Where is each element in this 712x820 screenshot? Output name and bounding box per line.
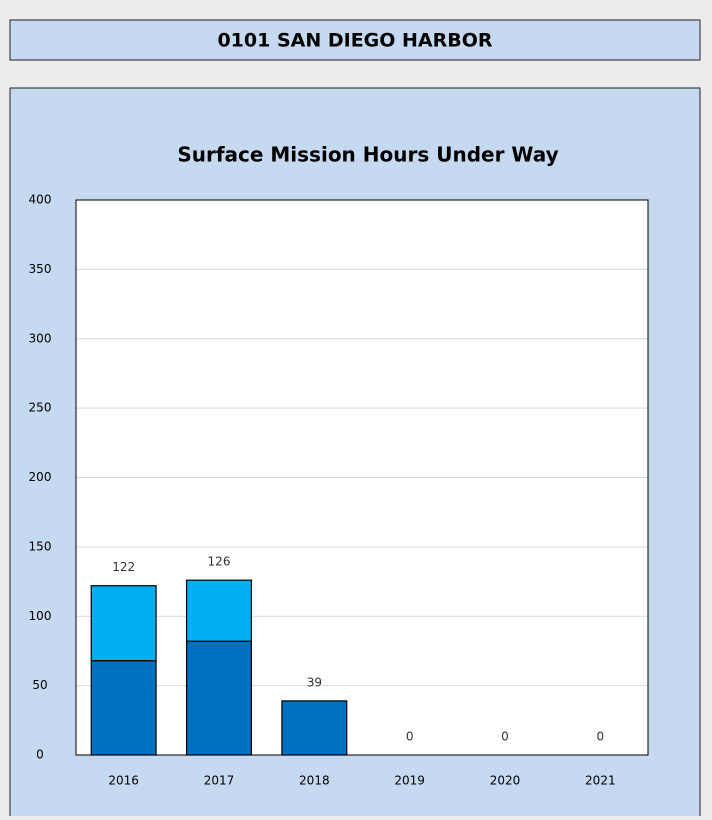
total-label: 126: [208, 555, 231, 569]
y-tick-label: 400: [29, 193, 52, 207]
bar-segment: [185, 579, 253, 642]
bar-segment: [185, 640, 253, 756]
x-tick-label: 2019: [394, 774, 425, 788]
header-box: [9, 19, 701, 61]
bar-segment: [281, 700, 348, 756]
total-label: 0: [597, 730, 605, 744]
chart-title: Surface Mission Hours Under Way: [177, 143, 558, 167]
total-label: 122: [112, 560, 135, 574]
total-label: 39: [307, 675, 322, 689]
x-tick-label: 2017: [204, 774, 235, 788]
y-tick-label: 350: [29, 262, 52, 276]
y-tick-label: 150: [29, 539, 52, 553]
y-tick-label: 200: [29, 470, 52, 484]
header-title: 0101 SAN DIEGO HARBOR: [217, 30, 492, 52]
y-tick-label: 50: [32, 678, 47, 692]
plot-border: [75, 199, 649, 756]
y-tick-label: 0: [36, 748, 44, 762]
x-tick-label: 2016: [108, 774, 139, 788]
x-tick-label: 2021: [585, 774, 616, 788]
y-tick-label: 300: [29, 331, 52, 345]
y-tick-label: 100: [29, 609, 52, 623]
x-tick-label: 2020: [490, 774, 521, 788]
x-tick-label: 2018: [299, 774, 330, 788]
y-tick-label: 250: [29, 401, 52, 415]
bar-segment: [90, 585, 157, 662]
total-label: 0: [406, 730, 414, 744]
total-label: 0: [501, 730, 509, 744]
bar-segment: [90, 660, 157, 756]
